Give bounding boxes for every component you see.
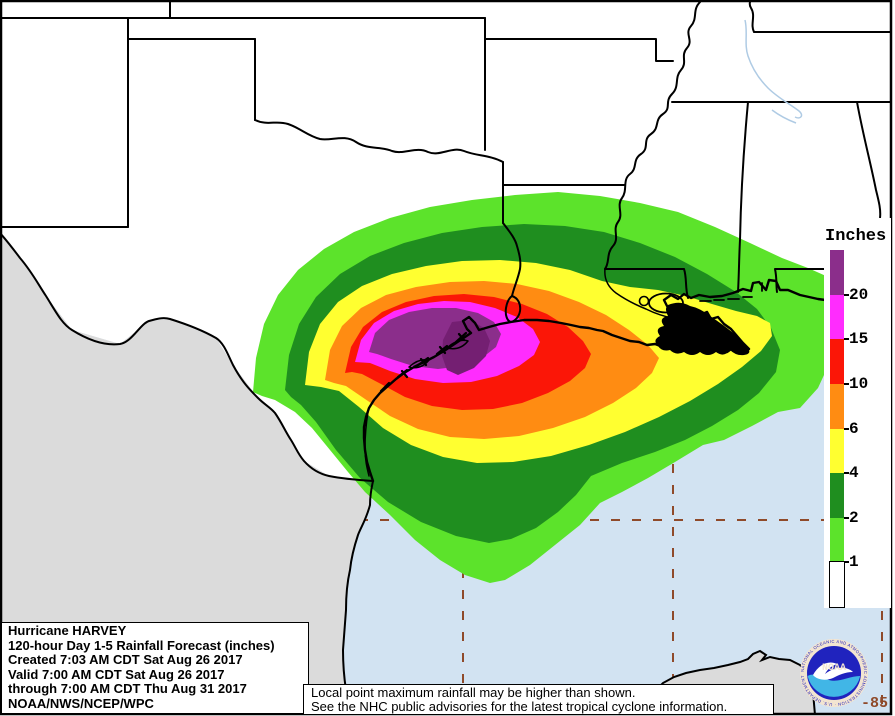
legend-color-block: 2 [830, 473, 859, 527]
legend-threshold-label: 1 [849, 553, 859, 572]
legend-color-block: 1 [830, 517, 859, 571]
mississippi-delta [655, 302, 750, 356]
disclaimer-box: Local point maximum rainfall may be high… [303, 684, 774, 715]
longitude-label: -85 [861, 695, 889, 712]
forecast-type: 120-hour Day 1-5 Rainfall Forecast (inch… [8, 637, 275, 653]
legend-tick [844, 472, 849, 475]
legend-tick [844, 338, 849, 341]
rivers [744, 19, 803, 124]
lake-maurepas [638, 295, 650, 307]
legend-threshold-label: 10 [849, 374, 869, 393]
legend-colorbar: 20 15 10 6 4 2 1 [829, 250, 868, 608]
lake-pontchartrain [648, 292, 684, 314]
legend-color-block: 15 [830, 294, 868, 348]
disclaimer-line-1: Local point maximum rainfall may be high… [311, 685, 636, 700]
valid-time: Valid 7:00 AM CDT Sat Aug 26 2017 [8, 666, 225, 682]
legend-color-block [829, 561, 845, 608]
disclaimer-line-2: See the NHC public advisories for the la… [311, 699, 728, 715]
legend-threshold-label: 4 [849, 464, 859, 483]
legend-panel: Inches 20 15 10 6 4 2 1 [824, 218, 891, 608]
created-time: Created 7:03 AM CDT Sat Aug 26 2017 [8, 652, 243, 668]
legend-color-block: 20 [830, 250, 868, 304]
forecast-title-box: Hurricane HARVEY 120-hour Day 1-5 Rainfa… [2, 622, 309, 714]
storm-title: Hurricane HARVEY [8, 623, 127, 638]
legend-color-block: 6 [830, 383, 859, 438]
through-time: through 7:00 AM CDT Thu Aug 31 2017 [8, 681, 247, 697]
rainfall-contour-max [442, 320, 490, 375]
legend-title: Inches [825, 227, 887, 246]
legend-tick [844, 516, 849, 519]
rainfall-contours [253, 192, 839, 583]
noaa-logo-gull-icon [813, 662, 853, 680]
legend-color-block: 10 [830, 339, 868, 393]
legend-tick [844, 293, 849, 296]
noaa-logo: NOAA NATIONAL OCEANIC AND ATMOSPHERIC AD… [799, 638, 868, 707]
noaa-logo-sea [807, 674, 861, 697]
agency-credit: NOAA/NWS/NCEP/WPC [8, 695, 154, 711]
legend-tick [844, 427, 849, 430]
mexico-land [2, 235, 373, 713]
legend-threshold-label: 2 [849, 508, 859, 527]
legend-color-block: 4 [830, 428, 859, 482]
legend-threshold-label: 20 [849, 285, 869, 304]
legend-threshold-label: 6 [849, 419, 859, 438]
noaa-logo-text: NOAA [822, 663, 846, 674]
legend-tick [844, 382, 849, 385]
legend-threshold-label: 15 [849, 330, 869, 349]
legend-tick [844, 561, 849, 564]
